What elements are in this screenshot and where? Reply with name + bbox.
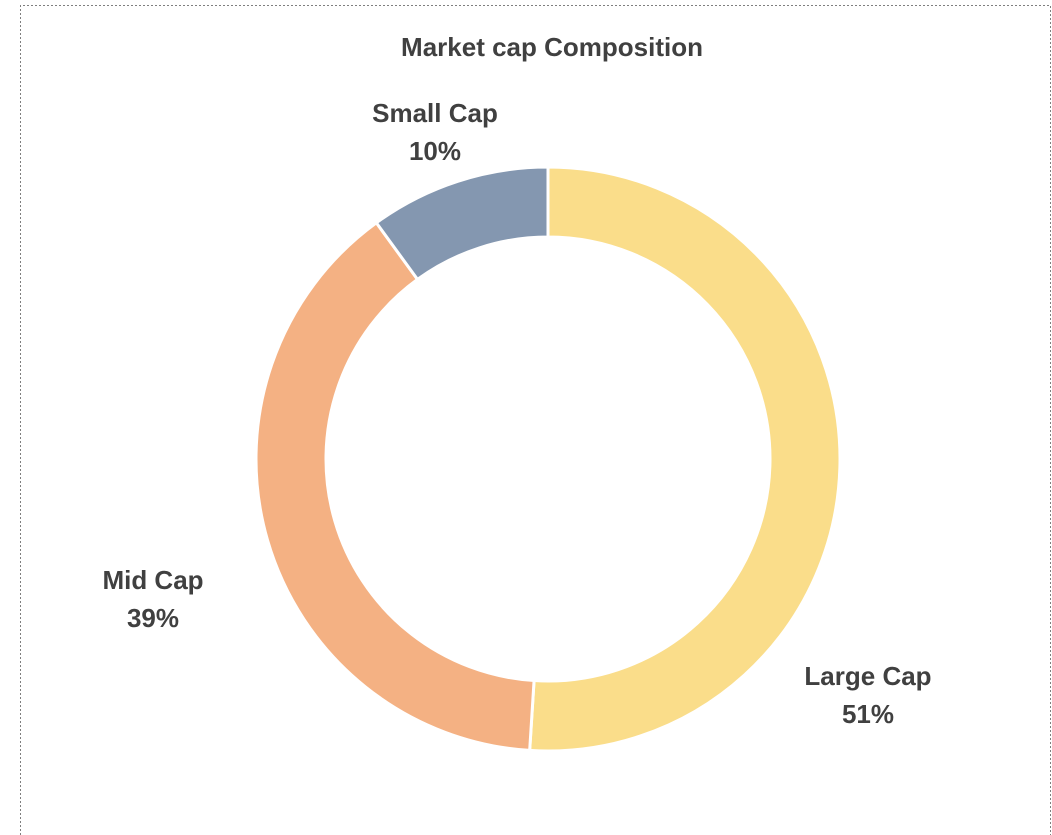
chart-border bbox=[20, 5, 1051, 835]
donut-slice bbox=[374, 165, 550, 282]
donut-slice bbox=[528, 165, 842, 753]
chart-title: Market cap Composition bbox=[401, 32, 703, 62]
donut-slice bbox=[254, 220, 536, 753]
slice-value-label: 10% bbox=[409, 136, 461, 166]
slice-value-label: 51% bbox=[842, 699, 894, 729]
slice-label: Mid Cap bbox=[102, 565, 203, 595]
slice-value-label: 39% bbox=[127, 603, 179, 633]
slice-label: Large Cap bbox=[804, 661, 931, 691]
slice-label: Small Cap bbox=[372, 98, 498, 128]
